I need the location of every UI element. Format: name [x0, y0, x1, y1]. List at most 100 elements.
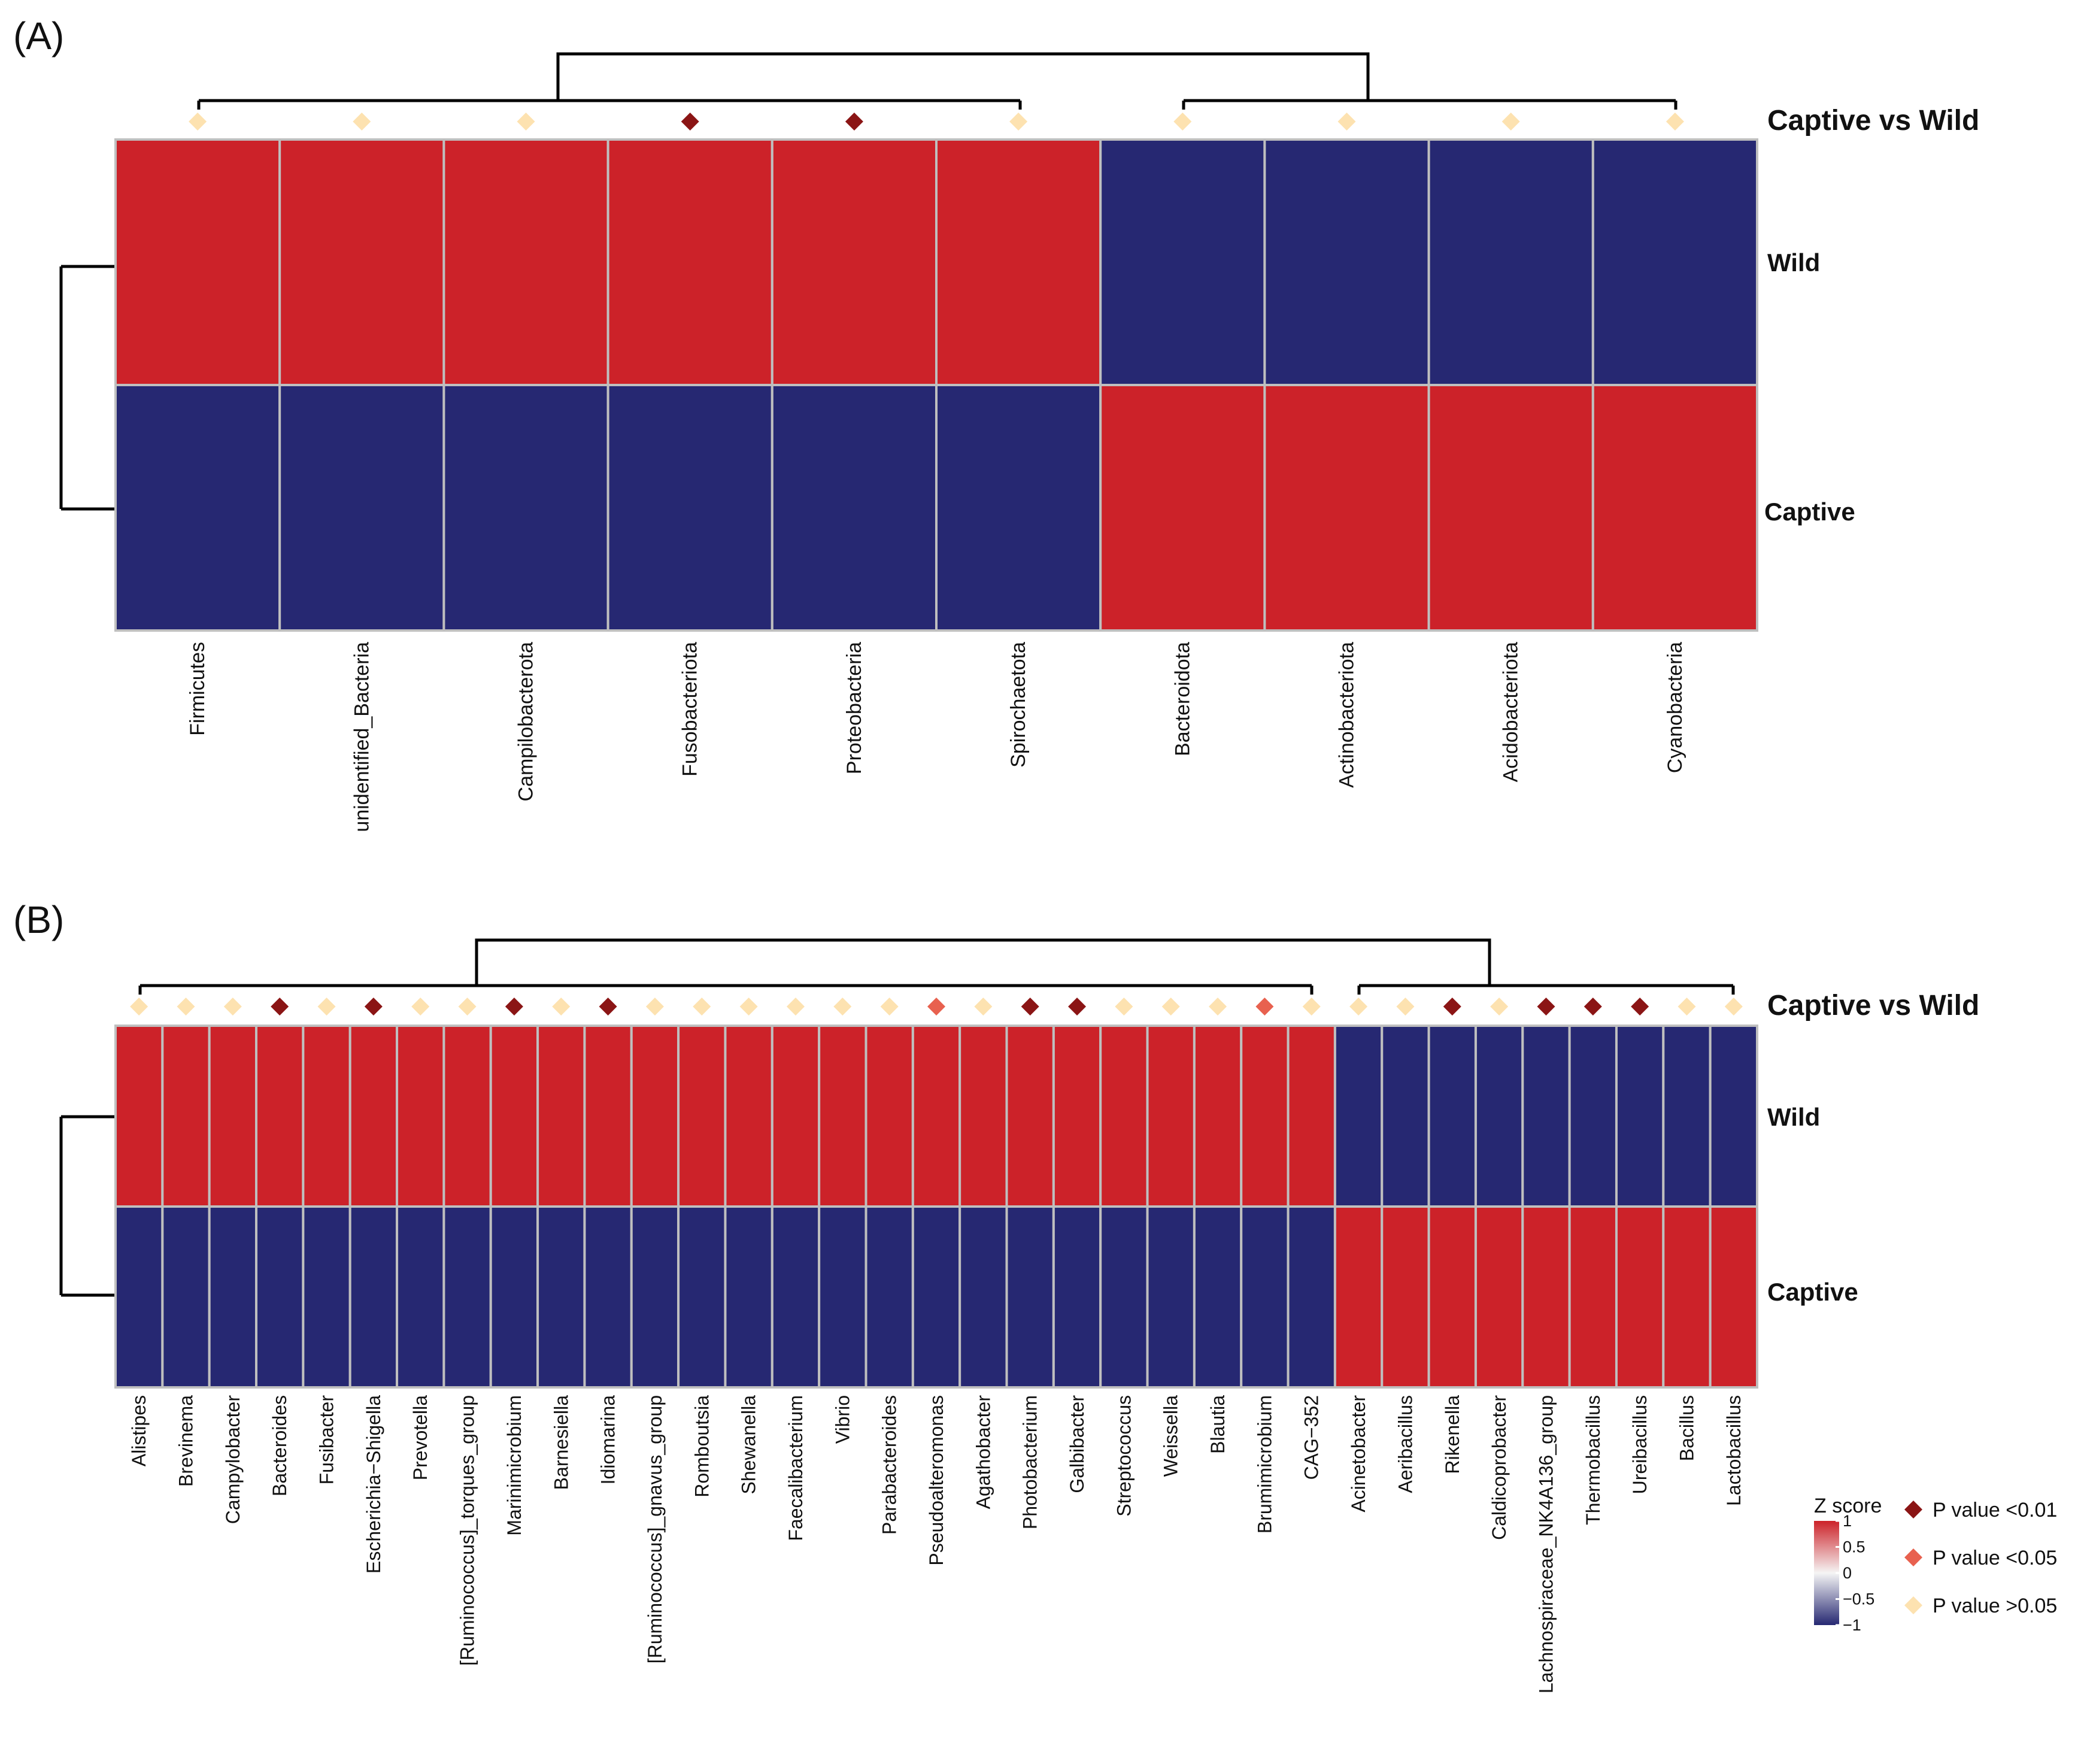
zscore-tick-label-2: 0 — [1843, 1564, 1852, 1582]
column-label-b-16: Parabacteroides — [879, 1395, 900, 1535]
zscore-tick-label-1: 0.5 — [1843, 1538, 1865, 1556]
p-marker-b-34 — [1724, 998, 1743, 1016]
cell-a-wild-6 — [1099, 138, 1266, 386]
cell-b-wild-12 — [677, 1025, 727, 1208]
heatmap-cells-b — [114, 1025, 1758, 1389]
cell-b-captive-21 — [1099, 1205, 1149, 1389]
column-label-b-5: Escherichia−Shigella — [363, 1395, 384, 1574]
cell-a-captive-3 — [606, 384, 773, 632]
row-label-captive-a: Captive — [1764, 498, 1855, 526]
column-label-b-28: Rikenella — [1442, 1395, 1463, 1474]
cell-b-wild-13 — [724, 1025, 773, 1208]
column-label-b-24: Brumimicrobium — [1254, 1395, 1275, 1533]
zscore-tick-label-3: −0.5 — [1843, 1590, 1874, 1608]
p-marker-b-17 — [927, 998, 945, 1016]
p-legend-label-1: P value <0.05 — [1933, 1547, 2057, 1569]
column-label-b-13: Shewanella — [738, 1395, 760, 1495]
cell-b-wild-20 — [1052, 1025, 1102, 1208]
column-label-b-0: Alistipes — [128, 1395, 150, 1466]
cell-b-captive-32 — [1615, 1205, 1665, 1389]
cell-b-wild-22 — [1146, 1025, 1196, 1208]
cell-b-wild-30 — [1521, 1025, 1571, 1208]
cell-b-wild-8 — [489, 1025, 539, 1208]
p-marker-b-27 — [1396, 998, 1415, 1016]
column-label-b-23: Blautia — [1207, 1395, 1228, 1454]
column-label-b-20: Galbibacter — [1066, 1395, 1088, 1493]
p-marker-b-2 — [223, 998, 242, 1016]
annotation-title-a: Captive vs Wild — [1767, 105, 1979, 137]
column-label-b-29: Caldicoprobacter — [1488, 1395, 1510, 1540]
column-label-b-18: Agathobacter — [972, 1395, 994, 1510]
column-label-b-26: Acinetobacter — [1348, 1395, 1369, 1513]
column-label-b-19: Photobacterium — [1020, 1395, 1041, 1529]
annotation-row-a — [189, 113, 1684, 131]
cell-a-captive-7 — [1263, 384, 1430, 632]
row-label-wild-a: Wild — [1767, 248, 1820, 277]
cell-a-wild-4 — [771, 138, 938, 386]
cell-b-wild-27 — [1381, 1025, 1430, 1208]
p-marker-a-8 — [1501, 113, 1520, 131]
row-label-wild-b: Wild — [1767, 1103, 1820, 1131]
column-label-b-32: Ureibacillus — [1629, 1395, 1651, 1494]
column-label-b-30: Lachnospiraceae_NK4A136_group — [1535, 1395, 1557, 1693]
panel-a: (A) Captive vs Wild Wild Captive Firmicu… — [13, 14, 1979, 832]
cell-b-wild-5 — [348, 1025, 399, 1208]
cell-b-wild-4 — [302, 1025, 351, 1208]
cell-b-wild-32 — [1615, 1025, 1665, 1208]
column-label-a-6: Bacteroidota — [1171, 642, 1194, 756]
cell-b-captive-31 — [1568, 1205, 1618, 1389]
cell-b-captive-12 — [677, 1205, 727, 1389]
p-marker-b-24 — [1255, 998, 1274, 1016]
p-marker-b-3 — [271, 998, 289, 1016]
cell-b-wild-16 — [864, 1025, 914, 1208]
column-label-b-10: Idiomarina — [597, 1395, 619, 1485]
p-marker-b-1 — [177, 998, 195, 1016]
column-label-a-4: Proteobacteria — [843, 642, 866, 774]
cell-b-captive-10 — [583, 1205, 633, 1389]
column-label-b-6: Prevotella — [409, 1395, 431, 1481]
p-marker-b-10 — [599, 998, 617, 1016]
cell-b-wild-19 — [1005, 1025, 1055, 1208]
column-label-b-2: Campylobacter — [222, 1395, 244, 1524]
column-label-a-5: Spirochaetota — [1007, 642, 1030, 768]
cell-b-captive-23 — [1193, 1205, 1243, 1389]
zscore-tick-label-0: 1 — [1843, 1512, 1852, 1530]
cell-b-wild-14 — [771, 1025, 821, 1208]
column-label-b-34: Lactobacillus — [1723, 1395, 1745, 1506]
cell-b-wild-17 — [911, 1025, 961, 1208]
column-labels-b: Alistipes Brevinema Campylobacter Bacteroid… — [128, 1395, 1745, 1694]
column-labels-a: Firmicutes unidentified_Bacteria Campiloba… — [186, 642, 1686, 832]
p-marker-a-4 — [845, 113, 863, 131]
cell-b-captive-6 — [396, 1205, 445, 1389]
column-label-a-3: Fusobacteriota — [679, 642, 702, 777]
cell-b-captive-1 — [161, 1205, 211, 1389]
cell-b-wild-28 — [1427, 1025, 1477, 1208]
column-label-b-1: Brevinema — [175, 1395, 197, 1487]
cell-a-captive-6 — [1099, 384, 1266, 632]
row-label-captive-b: Captive — [1767, 1278, 1858, 1306]
legend: Z score 10.50−0.5−1 P value <0.01P value… — [1814, 1495, 2057, 1634]
panel-b-label: (B) — [13, 898, 64, 941]
cell-b-wild-24 — [1240, 1025, 1290, 1208]
column-label-b-12: Romboutsia — [691, 1395, 712, 1498]
p-marker-b-22 — [1161, 998, 1180, 1016]
column-label-b-22: Weissella — [1160, 1395, 1182, 1477]
p-marker-b-28 — [1443, 998, 1461, 1016]
cell-b-wild-0 — [114, 1025, 164, 1208]
cell-b-wild-21 — [1099, 1025, 1149, 1208]
cell-b-captive-28 — [1427, 1205, 1477, 1389]
annotation-title-b: Captive vs Wild — [1767, 990, 1979, 1022]
column-label-b-21: Streptococcus — [1113, 1395, 1135, 1517]
cell-b-wild-18 — [958, 1025, 1008, 1208]
cell-b-captive-14 — [771, 1205, 821, 1389]
column-label-b-27: Aeribacillus — [1394, 1395, 1416, 1493]
p-marker-a-2 — [517, 113, 535, 131]
p-marker-b-18 — [974, 998, 993, 1016]
cell-b-captive-17 — [911, 1205, 961, 1389]
p-marker-b-19 — [1021, 998, 1039, 1016]
p-marker-b-20 — [1068, 998, 1087, 1016]
cell-b-captive-29 — [1474, 1205, 1524, 1389]
zscore-colorbar — [1814, 1521, 1839, 1625]
cell-a-captive-8 — [1427, 384, 1594, 632]
